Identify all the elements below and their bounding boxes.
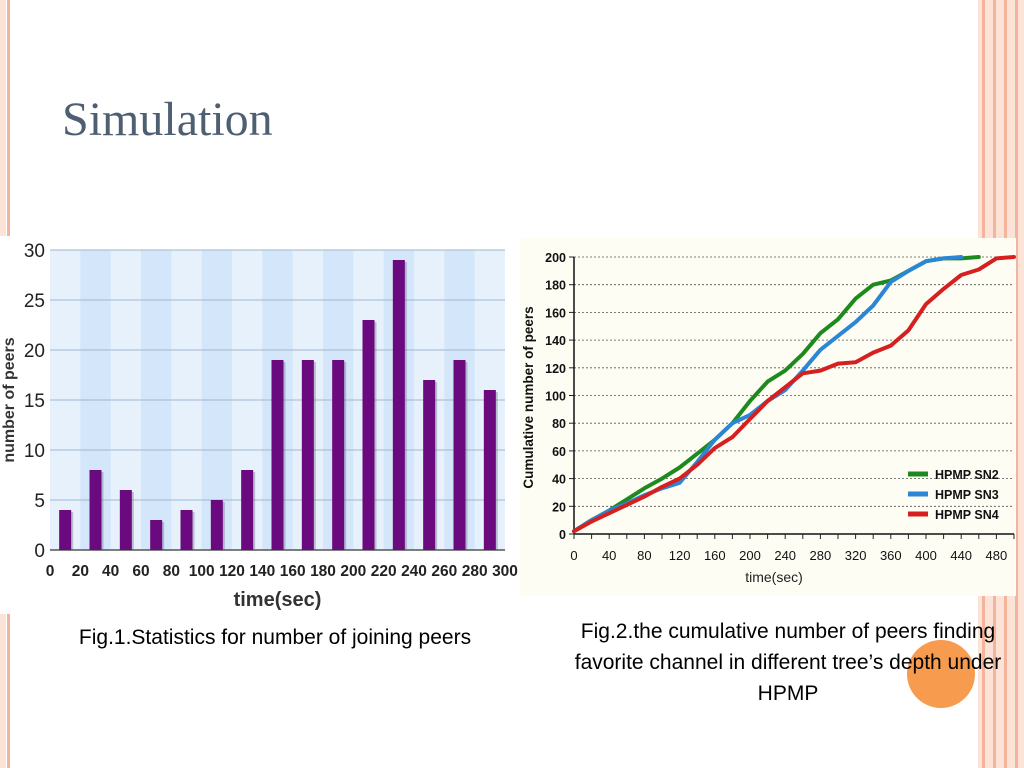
x-tick-label: 40 xyxy=(102,563,119,580)
bar xyxy=(423,380,436,550)
x-tick-label: 440 xyxy=(950,548,972,563)
bar xyxy=(89,470,102,550)
bar xyxy=(271,360,284,550)
y-tick-label: 15 xyxy=(24,391,45,412)
y-tick-label: 5 xyxy=(34,491,45,512)
legend-label: HPMP SN2 xyxy=(935,468,999,482)
bar xyxy=(453,360,466,550)
figure-2-caption: Fig.2.the cumulative number of peers fin… xyxy=(548,616,1024,709)
x-tick-label: 160 xyxy=(280,563,306,580)
slide-title: Simulation xyxy=(62,93,273,146)
x-axis-label: time(sec) xyxy=(745,569,803,585)
x-tick-label: 360 xyxy=(880,548,902,563)
bar xyxy=(483,390,496,550)
x-tick-label: 120 xyxy=(219,563,245,580)
bar xyxy=(119,490,132,550)
x-tick-label: 260 xyxy=(431,563,457,580)
y-tick-label: 10 xyxy=(24,441,45,462)
bar xyxy=(150,520,163,550)
x-tick-label: 160 xyxy=(704,548,726,563)
bar xyxy=(392,260,405,550)
x-axis-label: time(sec) xyxy=(234,589,322,611)
y-tick-label: 0 xyxy=(34,541,45,562)
figure-2-caption-text: Fig.2.the cumulative number of peers fin… xyxy=(574,620,1002,705)
legend-label: HPMP SN3 xyxy=(935,488,999,502)
bar xyxy=(332,360,345,550)
x-tick-label: 0 xyxy=(570,548,577,563)
x-tick-label: 40 xyxy=(602,548,616,563)
y-tick-label: 25 xyxy=(24,291,45,312)
figure-1-caption: Fig.1.Statistics for number of joining p… xyxy=(78,626,472,649)
legend-label: HPMP SN4 xyxy=(935,508,999,522)
line-chart-cumulative-peers: 0 20 40 60 80 100 120 140 160 180 200 0 40 80 120 160 20… xyxy=(520,238,1016,596)
y-tick-label: 40 xyxy=(552,473,566,487)
x-tick-label: 280 xyxy=(810,548,832,563)
x-tick-label: 80 xyxy=(637,548,651,563)
x-tick-label: 280 xyxy=(462,563,488,580)
x-tick-label: 220 xyxy=(371,563,397,580)
bar xyxy=(362,320,375,550)
y-tick-label: 100 xyxy=(545,390,566,404)
decorative-orange-circle xyxy=(907,640,975,708)
x-tick-label: 20 xyxy=(72,563,89,580)
x-tick-label: 100 xyxy=(189,563,215,580)
x-tick-label: 240 xyxy=(401,563,427,580)
x-tick-label: 300 xyxy=(492,563,518,580)
x-tick-label: 140 xyxy=(249,563,275,580)
y-tick-label: 30 xyxy=(24,241,45,262)
x-tick-label: 0 xyxy=(46,563,55,580)
x-tick-label: 60 xyxy=(132,563,149,580)
bar xyxy=(180,510,193,550)
y-tick-label: 0 xyxy=(559,528,566,542)
y-axis-label: number of peers xyxy=(1,337,18,462)
y-tick-label: 60 xyxy=(552,445,566,459)
bar xyxy=(301,360,314,550)
bar xyxy=(241,470,254,550)
y-tick-label: 20 xyxy=(24,341,45,362)
y-tick-label: 200 xyxy=(545,251,566,265)
x-tick-label: 200 xyxy=(739,548,761,563)
y-tick-label: 20 xyxy=(552,500,566,514)
y-tick-label: 160 xyxy=(545,306,566,320)
bar xyxy=(210,500,223,550)
x-tick-label: 80 xyxy=(163,563,180,580)
y-tick-label: 180 xyxy=(545,279,566,293)
x-tick-label: 200 xyxy=(340,563,366,580)
bar xyxy=(59,510,72,550)
x-tick-label: 180 xyxy=(310,563,336,580)
x-tick-label: 120 xyxy=(669,548,691,563)
series-line xyxy=(572,255,1016,534)
y-tick-label: 120 xyxy=(545,362,566,376)
y-tick-label: 80 xyxy=(552,417,566,431)
y-tick-label: 140 xyxy=(545,334,566,348)
y-axis-label: Cumulative number of peers xyxy=(521,306,536,488)
x-tick-label: 240 xyxy=(774,548,796,563)
x-tick-label: 400 xyxy=(915,548,937,563)
x-tick-label: 320 xyxy=(845,548,867,563)
right-border-stripe-4 xyxy=(1015,0,1018,768)
x-tick-label: 480 xyxy=(986,548,1008,563)
